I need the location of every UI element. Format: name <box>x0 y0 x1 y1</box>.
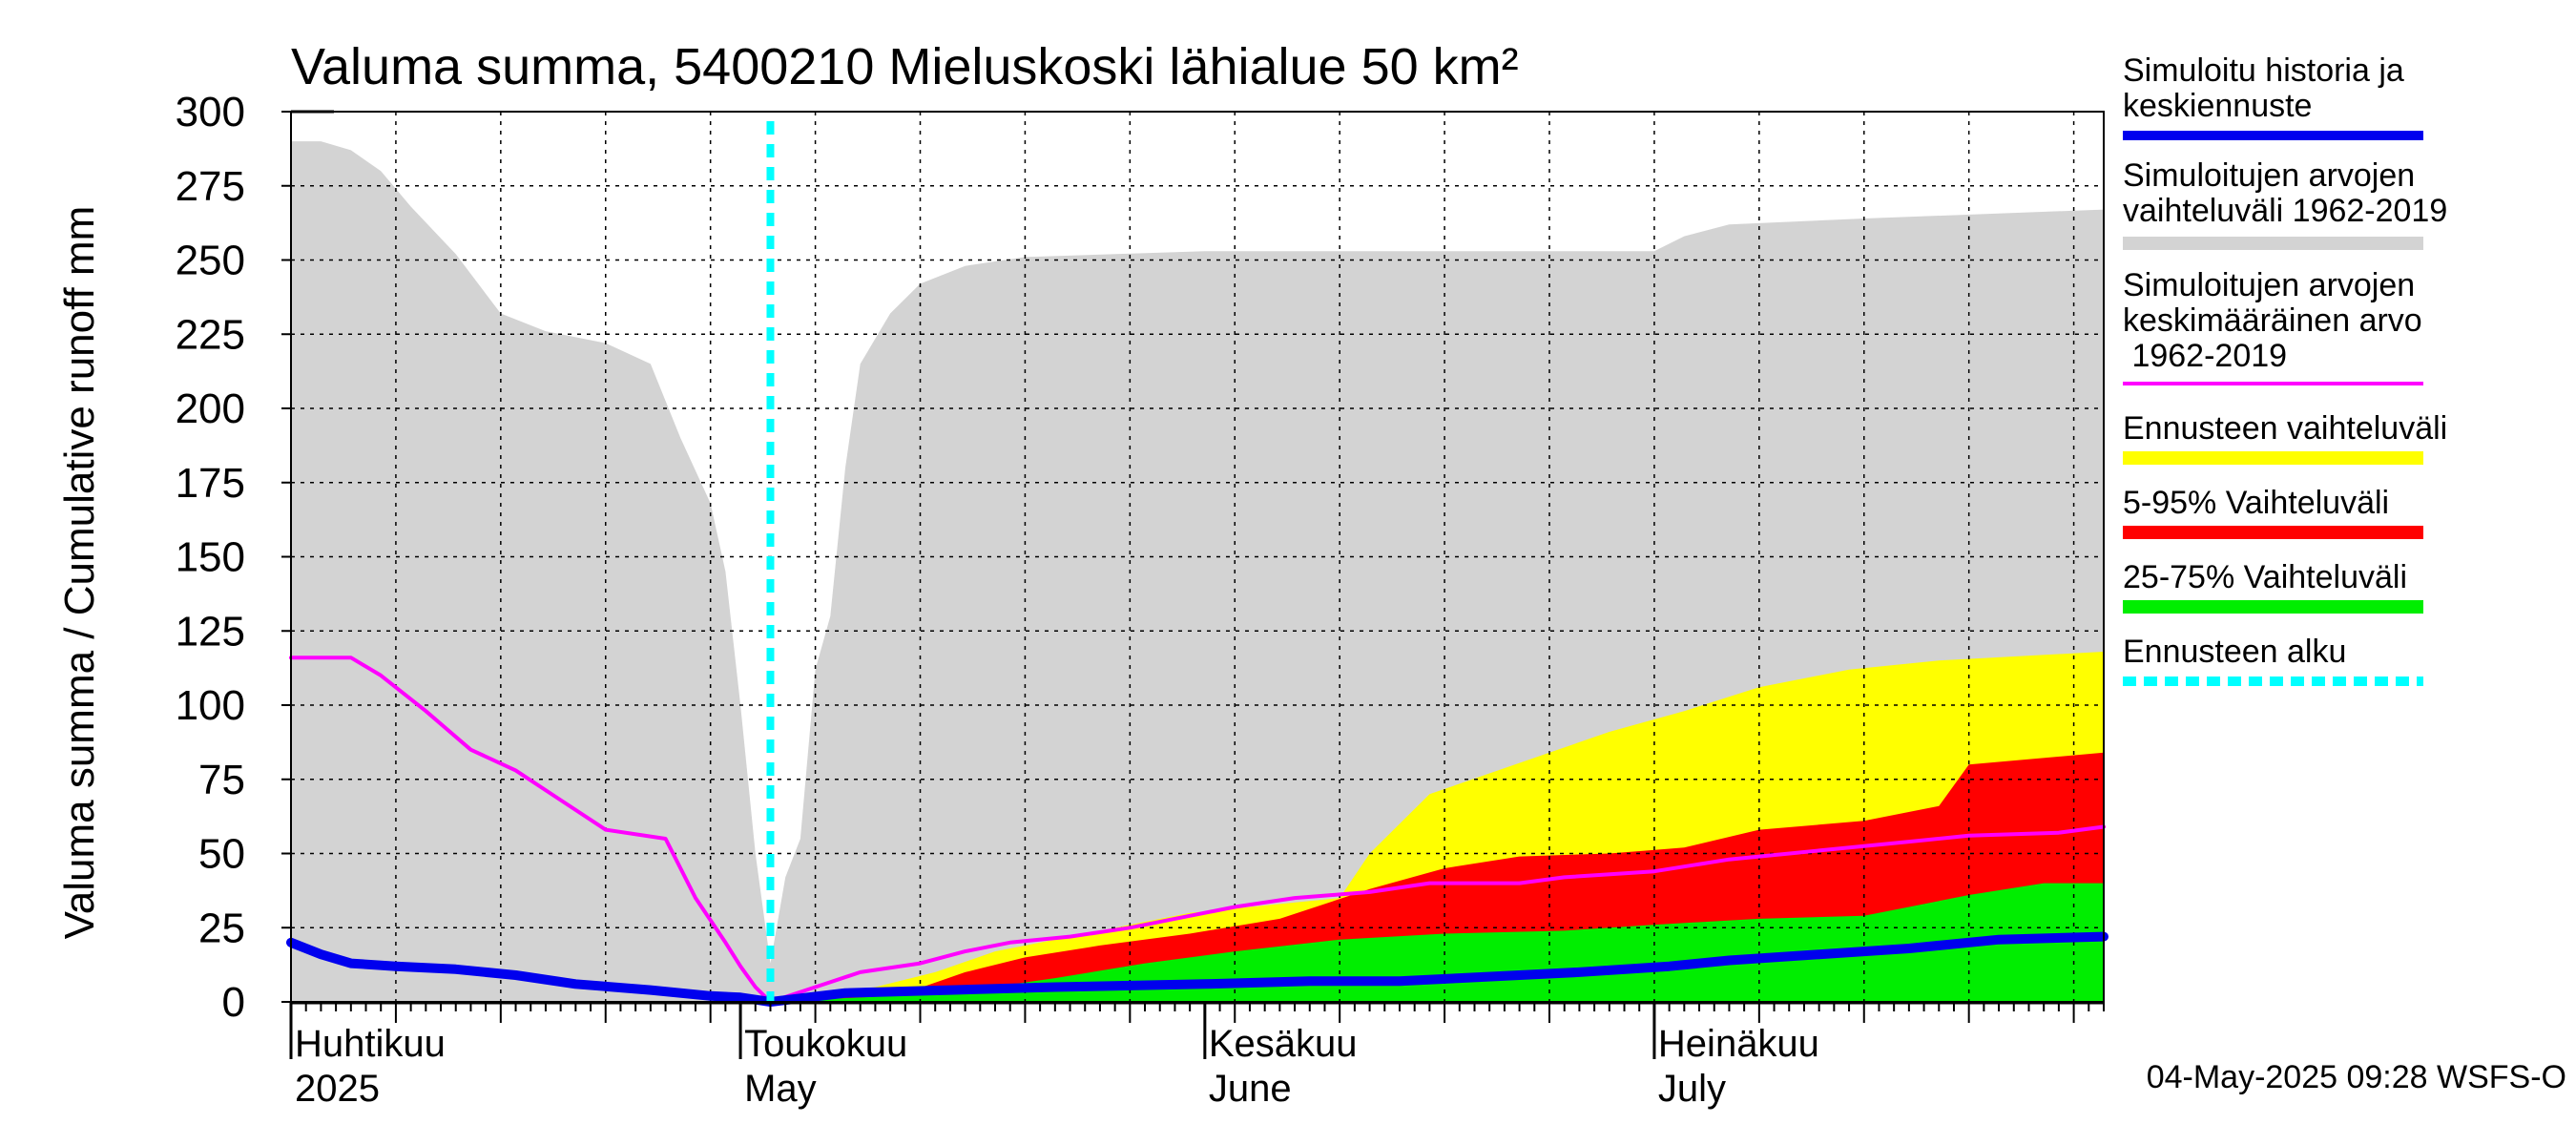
legend-label: 5-95% Vaihteluväli <box>2123 485 2389 521</box>
legend-label: 25-75% Vaihteluväli <box>2123 559 2407 595</box>
legend-item-fc_start: Ennusteen alku <box>2123 634 2423 686</box>
legend-item-range_hist: Simuloitujen arvojen vaihteluväli 1962-20… <box>2123 157 2447 250</box>
plot-area: 0 25 50 75 100 125 150 175 200 225 250 275 300 Huhtik… <box>176 89 2109 1110</box>
x-month-sublabel: 2025 <box>295 1068 380 1110</box>
y-tick-label: 75 <box>198 757 245 803</box>
legend-label: Ennusteen vaihteluväli <box>2123 410 2447 447</box>
legend-label: Ennusteen alku <box>2123 634 2346 670</box>
legend-item-p5_95: 5-95% Vaihteluväli <box>2123 485 2423 539</box>
y-tick-label: 200 <box>176 385 245 432</box>
legend-label: Simuloitujen arvojen keskimääräinen arvo … <box>2123 267 2422 374</box>
simulated-median-line <box>286 931 2109 1007</box>
x-month-label: Huhtikuu <box>295 1023 446 1065</box>
timestamp: 04-May-2025 09:28 WSFS-O <box>2147 1059 2566 1095</box>
legend-label: Simuloitu historia ja keskiennuste <box>2123 52 2404 124</box>
y-tick-label: 175 <box>176 460 245 507</box>
x-month-sublabel: June <box>1209 1068 1292 1110</box>
y-tick-label: 300 <box>176 89 245 135</box>
chart-title: Valuma summa, 5400210 Mieluskoski lähial… <box>291 38 1519 95</box>
y-tick-label: 125 <box>176 608 245 655</box>
legend-item-sim: Simuloitu historia ja keskiennuste <box>2123 52 2423 140</box>
y-tick-label: 100 <box>176 682 245 729</box>
legend-item-fc_range: Ennusteen vaihteluväli <box>2123 410 2447 465</box>
y-tick-label: 25 <box>198 905 245 951</box>
y-axis-label: Valuma summa / Cumulative runoff mm <box>56 206 103 940</box>
y-tick-label: 250 <box>176 238 245 284</box>
legend-item-mean_hist: Simuloitujen arvojen keskimääräinen arvo … <box>2123 267 2423 385</box>
legend-item-p25_75: 25-75% Vaihteluväli <box>2123 559 2423 614</box>
y-tick-label: 150 <box>176 534 245 581</box>
x-month-sublabel: July <box>1658 1068 1726 1110</box>
y-tick-label: 225 <box>176 311 245 358</box>
legend-label: Simuloitujen arvojen vaihteluväli 1962-20… <box>2123 157 2447 229</box>
x-month-sublabel: May <box>744 1068 817 1110</box>
legend: Simuloitu historia ja keskiennuste Simuloi… <box>2123 52 2447 686</box>
y-tick-label: 50 <box>198 831 245 878</box>
x-month-label: Kesäkuu <box>1209 1023 1358 1065</box>
historical-mean-line <box>289 656 2106 1004</box>
y-tick-label: 0 <box>222 979 245 1026</box>
x-month-label: Heinäkuu <box>1658 1023 1819 1065</box>
x-month-label: Toukokuu <box>744 1023 907 1065</box>
percentile-25-75-band <box>770 883 2104 1002</box>
y-tick-label: 275 <box>176 163 245 210</box>
